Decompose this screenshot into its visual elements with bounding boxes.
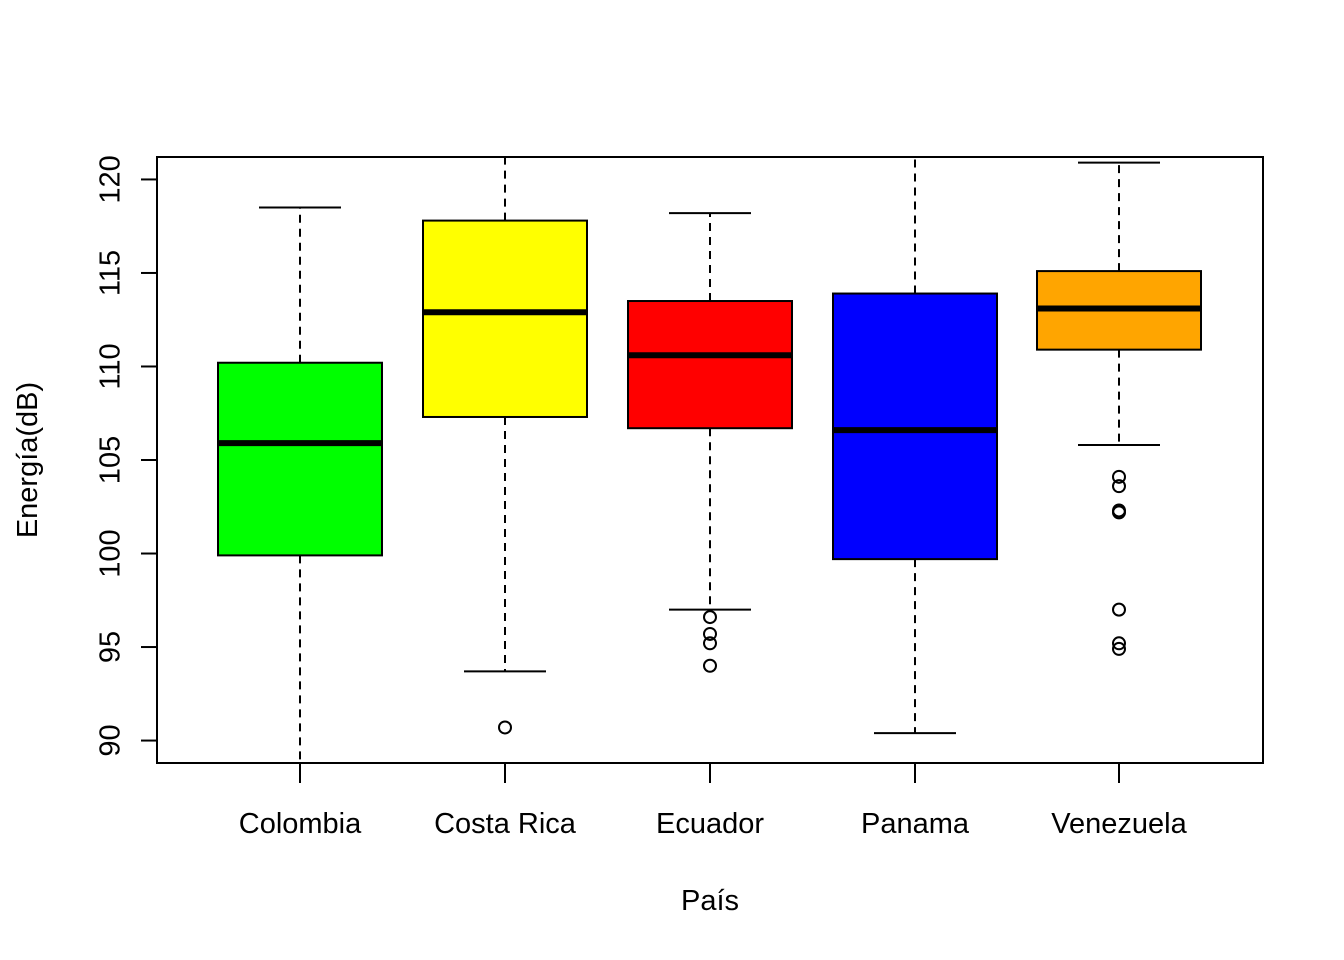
outlier-point-ecuador [703,636,717,651]
box-group-panama [832,157,998,735]
y-tick-label: 120 [95,155,127,203]
y-axis: 90 95 100 105 110 115 120 [95,155,157,757]
outlier-point-venezuela [1112,469,1126,484]
box-ecuador [627,300,793,430]
box-costa-rica [422,219,588,418]
outlier-point-ecuador [703,658,717,673]
x-category-label: Colombia [239,808,362,840]
box-group-venezuela [1036,161,1202,656]
outlier-point-venezuela [1112,641,1126,656]
x-category-label: Panama [861,808,970,840]
outlier-point-ecuador [703,626,717,641]
box-colombia [217,361,383,557]
box-group-costa-rica [422,157,588,735]
outlier-point-venezuela [1112,479,1126,494]
x-axis: Colombia Costa Rica Ecuador Panama Venezuela [239,763,1188,840]
outlier-point-ecuador [703,610,717,625]
y-tick-label: 110 [95,343,127,389]
x-category-label: Costa Rica [434,808,577,840]
y-tick-label: 115 [95,250,127,296]
y-tick-label: 90 [95,724,127,756]
x-category-label: Venezuela [1051,808,1187,840]
x-category-label: Ecuador [656,808,764,840]
boxes-layer [217,157,1202,763]
x-axis-title: País [681,885,739,917]
outlier-point-costa-rica [498,720,512,735]
outlier-point-venezuela [1112,505,1126,520]
y-tick-label: 100 [95,529,127,577]
box-group-colombia [217,206,383,763]
box-panama [832,292,998,561]
box-group-ecuador [627,212,793,673]
outlier-point-venezuela [1112,636,1126,651]
y-tick-label: 105 [95,436,127,484]
y-tick-label: 95 [95,631,127,663]
outlier-point-venezuela [1112,602,1126,617]
y-axis-title: Energía(dB) [12,382,44,538]
